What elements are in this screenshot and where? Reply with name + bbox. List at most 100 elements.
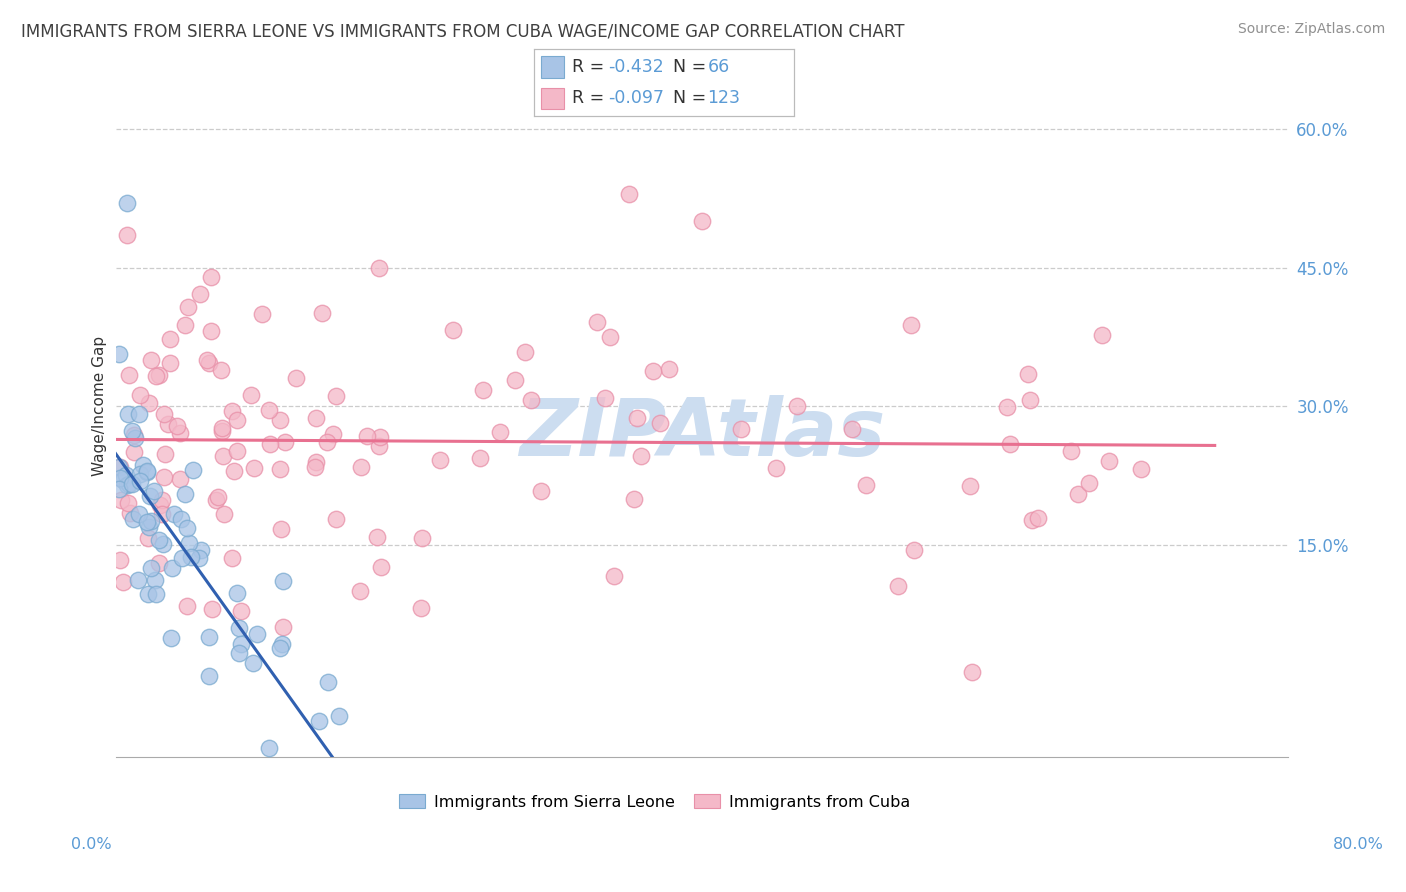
Text: N =: N =	[673, 58, 713, 76]
Point	[121, 476, 143, 491]
Point	[328, 709, 350, 723]
Point	[201, 602, 224, 616]
Text: IMMIGRANTS FROM SIERRA LEONE VS IMMIGRANTS FROM CUBA WAGE/INCOME GAP CORRELATION: IMMIGRANTS FROM SIERRA LEONE VS IMMIGRAN…	[21, 22, 904, 40]
Point	[176, 599, 198, 614]
Point	[269, 641, 291, 656]
Point	[959, 479, 981, 493]
Point	[170, 550, 193, 565]
Point	[122, 428, 145, 442]
Point	[259, 740, 281, 755]
Point	[388, 787, 411, 801]
Point	[153, 447, 176, 461]
Point	[122, 511, 145, 525]
Text: 0.0%: 0.0%	[72, 838, 111, 852]
Point	[658, 362, 681, 376]
Point	[179, 536, 201, 550]
Point	[117, 496, 139, 510]
Point	[129, 474, 152, 488]
FancyBboxPatch shape	[541, 56, 564, 78]
Point	[224, 465, 246, 479]
Point	[242, 656, 264, 670]
Point	[350, 459, 373, 474]
Text: -0.097: -0.097	[609, 89, 665, 107]
Point	[128, 507, 150, 521]
Point	[325, 512, 347, 526]
Point	[200, 270, 222, 285]
Point	[198, 669, 221, 683]
Point	[356, 428, 378, 442]
Point	[110, 553, 132, 567]
Point	[141, 561, 163, 575]
Point	[107, 459, 129, 474]
Text: -0.432: -0.432	[609, 58, 664, 76]
Point	[228, 621, 250, 635]
Point	[285, 371, 308, 385]
Point	[117, 368, 139, 383]
Point	[641, 364, 664, 378]
Point	[366, 530, 388, 544]
Point	[117, 408, 139, 422]
Point	[152, 536, 174, 550]
Point	[1021, 513, 1043, 527]
Point	[318, 674, 340, 689]
Point	[617, 186, 640, 201]
Point	[163, 508, 186, 522]
Point	[274, 434, 297, 449]
Point	[503, 373, 526, 387]
Point	[195, 352, 218, 367]
Point	[120, 507, 142, 521]
Point	[198, 630, 221, 644]
Point	[214, 507, 236, 521]
Point	[370, 560, 392, 574]
Point	[411, 531, 433, 545]
Point	[690, 214, 713, 228]
Point	[1019, 393, 1042, 408]
Point	[138, 396, 160, 410]
Point	[115, 468, 138, 483]
Point	[228, 646, 250, 660]
Point	[174, 487, 197, 501]
Point	[1028, 510, 1050, 524]
Point	[325, 389, 347, 403]
Point	[108, 346, 131, 360]
Point	[108, 460, 131, 475]
Point	[368, 260, 391, 275]
Point	[623, 491, 645, 506]
Point	[226, 412, 249, 426]
Point	[269, 462, 291, 476]
Legend: Immigrants from Sierra Leone, Immigrants from Cuba: Immigrants from Sierra Leone, Immigrants…	[392, 788, 917, 816]
Point	[488, 425, 510, 440]
Y-axis label: Wage/Income Gap: Wage/Income Gap	[93, 336, 107, 476]
Point	[626, 410, 648, 425]
Point	[1098, 454, 1121, 468]
Point	[1017, 367, 1039, 381]
Point	[900, 318, 922, 332]
Point	[786, 399, 808, 413]
Point	[441, 323, 464, 337]
Point	[180, 549, 202, 564]
Point	[305, 411, 328, 425]
Point	[1129, 462, 1152, 476]
Point	[429, 453, 451, 467]
Point	[111, 574, 134, 589]
Point	[995, 400, 1018, 414]
Point	[960, 665, 983, 679]
Point	[177, 301, 200, 315]
Point	[299, 787, 322, 801]
Point	[305, 455, 328, 469]
Point	[136, 586, 159, 600]
Point	[304, 459, 326, 474]
Point	[221, 551, 243, 566]
Point	[368, 430, 391, 444]
Point	[271, 574, 294, 588]
Point	[593, 392, 616, 406]
Text: 80.0%: 80.0%	[1333, 838, 1384, 852]
Point	[330, 782, 353, 797]
Point	[148, 557, 170, 571]
Point	[176, 521, 198, 535]
Point	[229, 637, 252, 651]
Point	[136, 531, 159, 545]
Point	[368, 439, 391, 453]
Point	[169, 426, 191, 441]
Point	[240, 387, 263, 401]
